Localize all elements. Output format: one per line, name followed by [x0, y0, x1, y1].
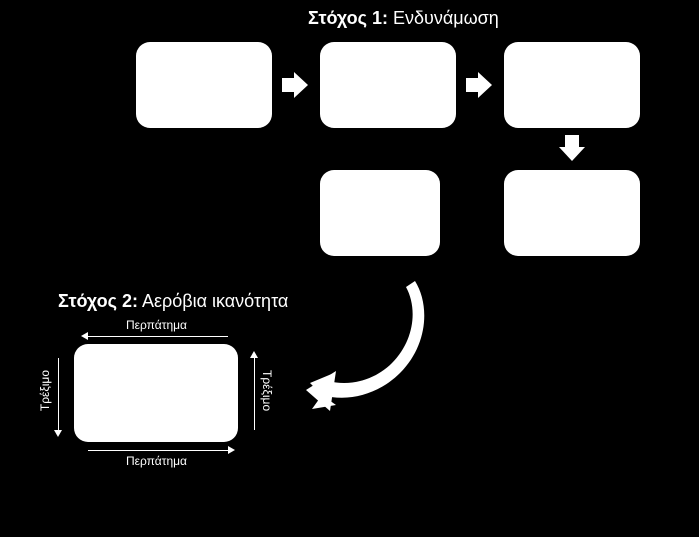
- thin-arrow-right-icon: [88, 450, 228, 451]
- goal2-box: [74, 344, 238, 442]
- goal2-title-rest: Αερόβια ικανότητα: [138, 291, 288, 311]
- goal2-label-right: Τρέξιμο: [260, 370, 274, 411]
- thin-arrow-left-icon: [88, 336, 228, 337]
- goal1-title-bold: Στόχος 1:: [308, 8, 388, 28]
- goal2-title-bold: Στόχος 2:: [58, 291, 138, 311]
- goal1-box-4: [504, 170, 640, 256]
- goal2-label-bottom: Περπάτημα: [126, 454, 187, 468]
- goal1-box-1: [136, 42, 272, 128]
- goal2-label-top: Περπάτημα: [126, 318, 187, 332]
- thin-arrow-up-icon: [254, 358, 255, 430]
- goal1-box-2: [320, 42, 456, 128]
- goal1-title: Στόχος 1: Ενδυνάμωση: [308, 8, 499, 29]
- goal1-box-3: [504, 42, 640, 128]
- goal2-label-left: Τρέξιμο: [38, 370, 52, 411]
- goal1-title-rest: Ενδυνάμωση: [388, 8, 499, 28]
- curved-arrow-icon: [300, 275, 450, 415]
- goal1-box-5: [320, 170, 440, 256]
- goal2-title: Στόχος 2: Αερόβια ικανότητα: [58, 291, 288, 312]
- thin-arrow-down-icon: [58, 358, 59, 430]
